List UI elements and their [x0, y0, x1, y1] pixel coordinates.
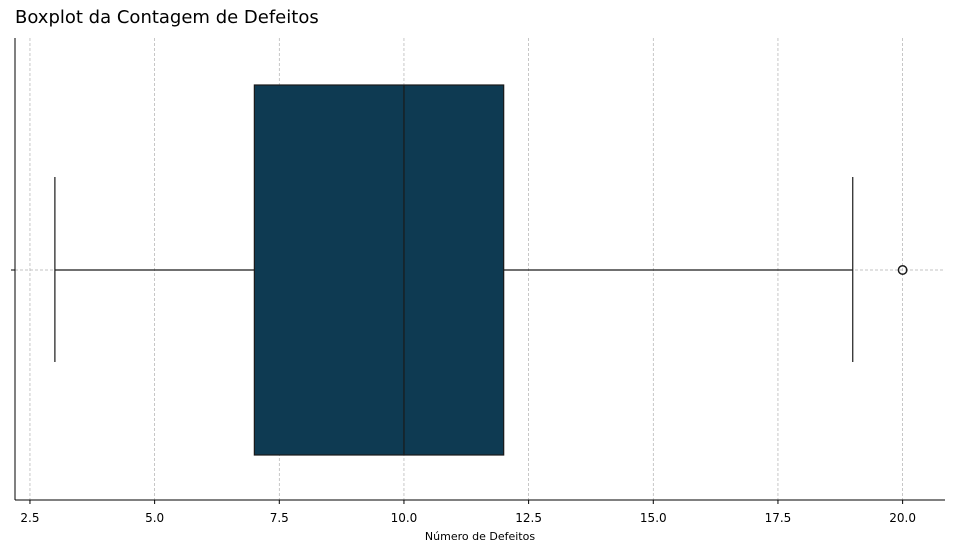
x-tick-label-5: 15.0: [640, 511, 667, 525]
x-tick-label-6: 17.5: [765, 511, 792, 525]
x-tick-label-0: 2.5: [20, 511, 39, 525]
x-tick-label-4: 12.5: [515, 511, 542, 525]
x-tick-label-3: 10.0: [391, 511, 418, 525]
x-ticks: 2.5 5.0 7.5 10.0 12.5 15.0 17.5 20.0: [20, 500, 916, 525]
iqr-box: [253, 84, 505, 456]
x-tick-label-1: 5.0: [145, 511, 164, 525]
outlier-point-0: [897, 265, 908, 275]
x-axis-label: Número de Defeitos: [425, 530, 535, 543]
chart-title: Boxplot da Contagem de Defeitos: [15, 7, 319, 28]
axes: [11, 38, 945, 501]
boxplot: [54, 84, 908, 456]
x-tick-label-7: 20.0: [889, 511, 916, 525]
x-tick-label-2: 7.5: [270, 511, 289, 525]
